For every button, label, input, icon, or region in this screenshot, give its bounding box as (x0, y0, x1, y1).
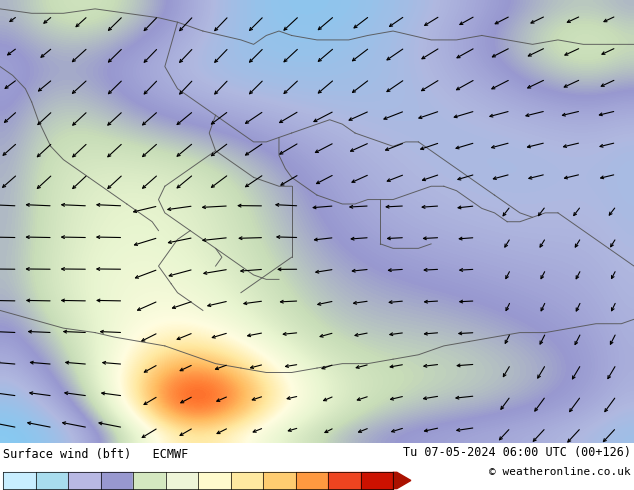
FancyArrow shape (393, 472, 411, 489)
Bar (328, 472, 361, 489)
Bar (165, 472, 198, 489)
Bar (133, 472, 165, 489)
Bar (68, 472, 101, 489)
Bar (231, 472, 263, 489)
Bar (3, 472, 36, 489)
Bar (361, 472, 393, 489)
Bar (198, 472, 231, 489)
Text: Surface wind (bft)   ECMWF: Surface wind (bft) ECMWF (3, 448, 188, 461)
Bar (101, 472, 133, 489)
Bar (263, 472, 295, 489)
Bar (295, 472, 328, 489)
Text: © weatheronline.co.uk: © weatheronline.co.uk (489, 466, 631, 477)
Bar (36, 472, 68, 489)
Text: Tu 07-05-2024 06:00 UTC (00+126): Tu 07-05-2024 06:00 UTC (00+126) (403, 446, 631, 459)
